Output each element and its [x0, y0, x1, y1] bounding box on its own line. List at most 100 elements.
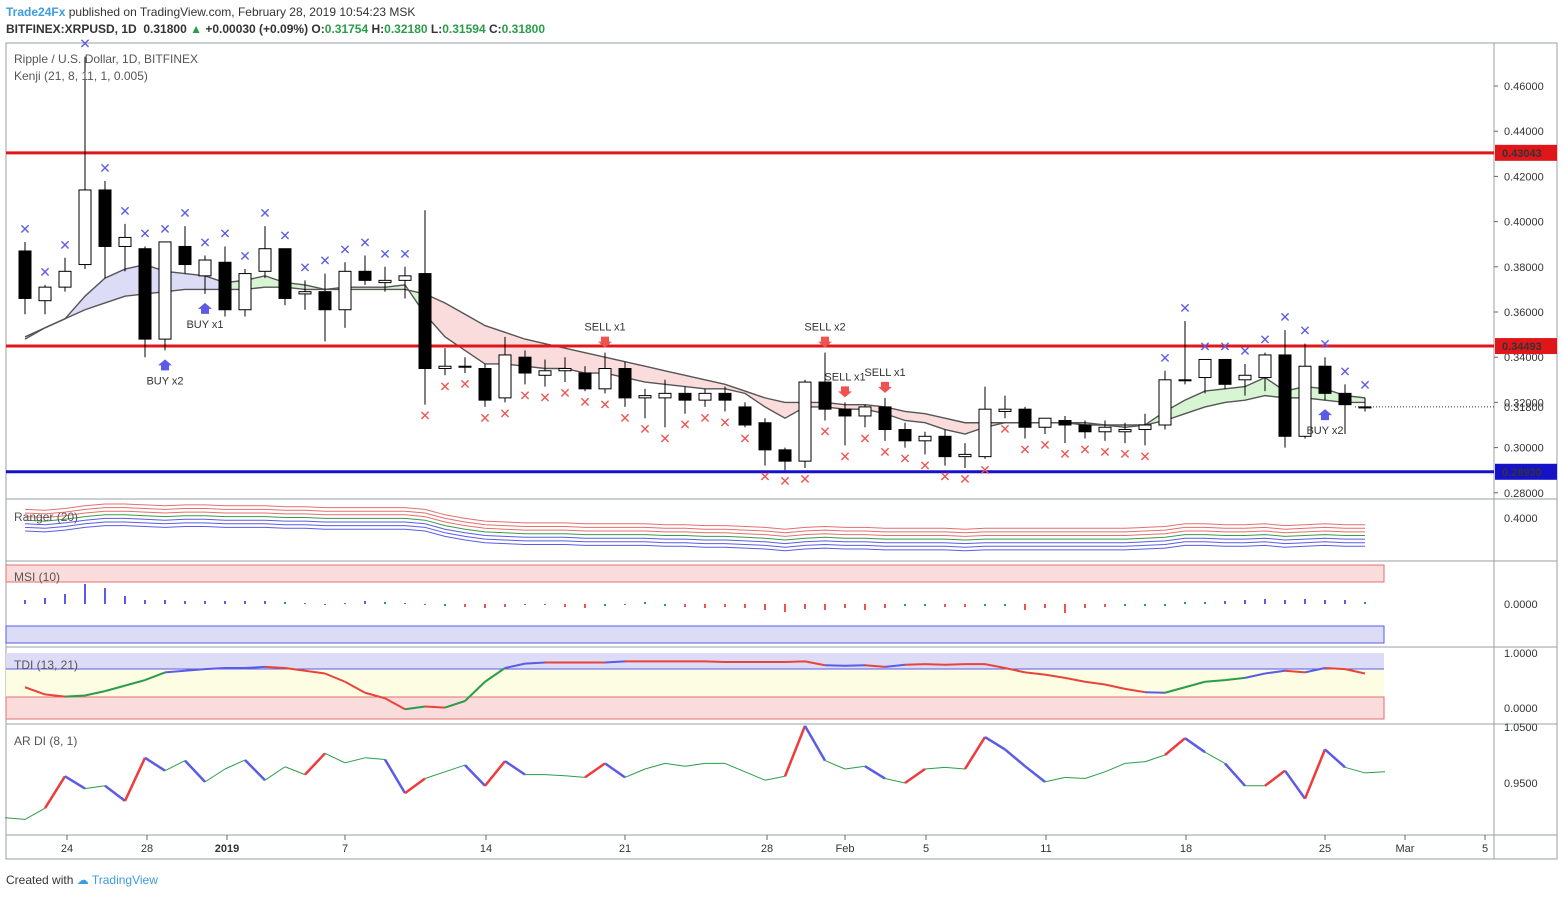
candle-body — [98, 189, 112, 247]
buy-arrow-icon — [198, 302, 212, 314]
footer-attribution[interactable]: Created with ☁ TradingView — [6, 873, 158, 887]
candle-body — [978, 408, 992, 458]
ardi-line-segment — [1224, 762, 1246, 787]
level-label: 0.43043 — [1502, 148, 1542, 160]
sell-x-marker: ✕ — [519, 388, 531, 404]
buy-x-marker: ✕ — [139, 226, 151, 242]
ardi-line-segment — [844, 765, 866, 770]
sell-x-marker: ✕ — [439, 379, 451, 395]
cloud-segment — [685, 375, 705, 389]
cloud-segment — [545, 343, 565, 369]
y-axis-label: 0.36000 — [1504, 307, 1544, 319]
buy-x-marker: ✕ — [359, 236, 371, 252]
main-legend-title[interactable]: Ripple / U.S. Dollar, 1D, BITFINEX — [14, 52, 199, 66]
ardi-line-segment — [64, 775, 86, 790]
sell-x-marker: ✕ — [1099, 445, 1111, 461]
level-tag — [1495, 144, 1557, 161]
level-label: 0.28930 — [1502, 467, 1542, 479]
sell-x-marker: ✕ — [759, 470, 771, 486]
sell-x-marker: ✕ — [459, 377, 471, 393]
candle-body — [1158, 379, 1172, 426]
tdi-line-segment — [984, 663, 1006, 669]
tdi-line-segment — [364, 691, 386, 700]
candle-body — [478, 368, 492, 401]
candle-body — [798, 381, 812, 462]
ardi-line-segment — [424, 771, 446, 779]
candle-body — [1078, 424, 1092, 433]
buy-x-marker: ✕ — [279, 229, 291, 245]
candle-body — [398, 275, 412, 281]
candle-body — [1058, 419, 1072, 426]
cloud-segment — [105, 269, 125, 303]
price-change: +0.00030 (+0.09%) — [205, 22, 309, 36]
kenji-legend[interactable]: Kenji (21, 8, 11, 1, 0.005) — [14, 69, 148, 83]
ranger-band-line — [24, 510, 1365, 537]
ardi-line-segment — [1144, 754, 1166, 763]
sell-arrow-icon — [878, 381, 892, 393]
ardi-line-segment — [904, 767, 926, 785]
publisher-brand[interactable]: Trade24Fx — [6, 5, 66, 19]
ardi-line-segment — [284, 766, 306, 776]
buy-x-marker: ✕ — [1199, 339, 1211, 355]
ardi-line-segment — [1104, 762, 1126, 773]
tdi-line-segment — [184, 668, 206, 672]
y-axis-label: 0.40000 — [1504, 217, 1544, 229]
buy-x-marker: ✕ — [1179, 301, 1191, 317]
ardi-line-segment — [864, 765, 886, 780]
tdi-line-segment — [944, 663, 966, 666]
candle-body — [778, 449, 792, 462]
ardi-y-label: 1.0500 — [1504, 722, 1538, 734]
msi-lower-zone — [5, 625, 1385, 644]
ardi-line-segment — [544, 774, 566, 777]
cloud-segment — [585, 352, 605, 374]
buy-x-marker: ✕ — [1339, 364, 1351, 380]
tdi-line-segment — [1044, 673, 1066, 679]
buy-x-marker: ✕ — [319, 254, 331, 270]
candle-body — [538, 370, 552, 376]
candle-body — [998, 408, 1012, 412]
cloud-segment — [445, 302, 465, 351]
ardi-line-segment — [1344, 766, 1366, 774]
ranger-legend[interactable]: Ranger (20) — [14, 510, 79, 524]
y-axis-label: 0.38000 — [1504, 262, 1544, 274]
ardi-line-segment — [944, 766, 966, 770]
candle-body — [1298, 365, 1312, 437]
tdi-line-segment — [1284, 669, 1306, 674]
ardi-line-segment — [1004, 748, 1026, 768]
sell-x-marker: ✕ — [1019, 443, 1031, 459]
ardi-line-segment — [1124, 761, 1146, 764]
sell-x-marker: ✕ — [1119, 447, 1131, 463]
ardi-line-segment — [604, 762, 626, 779]
tdi-line-segment — [464, 681, 486, 702]
buy-arrow-icon — [158, 359, 172, 371]
tdi-mid-zone — [6, 669, 1384, 697]
tdi-line-segment — [504, 662, 526, 669]
cloud-segment — [905, 411, 925, 423]
tdi-line-segment — [844, 664, 866, 667]
ardi-line-segment — [184, 759, 206, 783]
ardi-line-segment — [504, 760, 526, 776]
ardi-line-segment — [1364, 771, 1386, 774]
level-label: 0.34493 — [1502, 341, 1542, 353]
ardi-line-segment — [324, 752, 346, 764]
ranger-band-line — [24, 507, 1365, 534]
ardi-line-segment — [464, 764, 486, 787]
sell-x-marker: ✕ — [919, 458, 931, 474]
ardi-legend[interactable]: AR DI (8, 1) — [14, 734, 78, 748]
candle-body — [198, 259, 212, 277]
sell-x-marker: ✕ — [959, 472, 971, 488]
candle-body — [558, 368, 572, 372]
tdi-line-segment — [1124, 687, 1146, 694]
buy-signal-label: BUY x2 — [146, 375, 183, 387]
tdi-legend[interactable]: TDI (13, 21) — [14, 658, 79, 672]
candle-body — [338, 270, 352, 311]
buy-x-marker: ✕ — [59, 238, 71, 254]
candle-body — [678, 392, 692, 401]
sell-x-marker: ✕ — [419, 409, 431, 425]
x-axis-label: Feb — [836, 843, 855, 855]
buy-x-marker: ✕ — [19, 222, 31, 238]
buy-x-marker: ✕ — [379, 247, 391, 263]
msi-legend[interactable]: MSI (10) — [14, 570, 61, 584]
candle-body — [1178, 379, 1192, 382]
